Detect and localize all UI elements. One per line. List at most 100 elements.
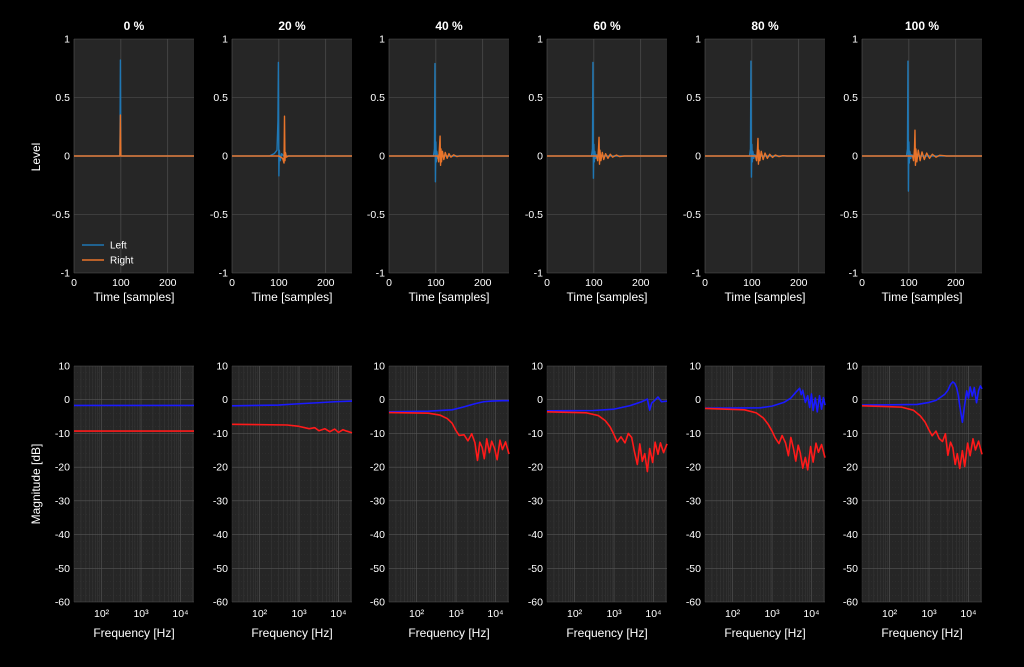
grid [861,365,982,603]
series-left [232,61,352,177]
impulse-panel-1: 0 100 200 -1 -0.5 0 0.5 1 Time [samples] 0 % Left R… [52,19,194,304]
y-tick-label: -60 [528,597,543,609]
y-tick-label: -30 [213,495,228,507]
y-tick-label: -40 [370,529,385,541]
plot-area [547,366,667,602]
x-tick-label: 100 [743,277,761,289]
series-left [546,396,668,412]
y-tick-label: 0 [537,151,543,163]
x-tick-label: 10³ [921,608,937,620]
y-tick-label: -0.5 [840,209,858,221]
y-tick-label: 0 [222,394,228,406]
impulse-panel-4: 0 100 200 -1 -0.5 0 0.5 1 Time [samples] 60 % [525,19,667,304]
y-tick-label: -60 [213,597,228,609]
impulse-panel-5: 0 100 200 -1 -0.5 0 0.5 1 Time [samples] 80 % [683,19,825,304]
y-tick-label: -20 [213,462,228,474]
y-tick-label: 1 [64,34,70,46]
y-tick-label: -20 [686,462,701,474]
y-tick-label: -1 [219,268,228,280]
impulse-panel-2: 0 100 200 -1 -0.5 0 0.5 1 Time [samples] 20 % [210,19,352,304]
x-tick-label: 10⁴ [330,608,346,620]
panel-title: 0 % [124,19,145,33]
y-tick-label: -0.5 [52,209,70,221]
y-tick-label: 0 [695,151,701,163]
y-tick-label: -0.5 [210,209,228,221]
magnitude-ylabel: Magnitude [dB] [29,444,43,525]
y-tick-label: -30 [370,495,385,507]
x-tick-label: 10⁴ [803,608,819,620]
plot-area [74,366,194,602]
plot-area [705,366,825,602]
x-axis-label: Time [samples] [567,290,648,304]
x-tick-label: 100 [112,277,130,289]
y-tick-label: 1 [537,34,543,46]
y-tick-label: -40 [55,529,70,541]
y-tick-label: -1 [849,268,858,280]
legend-label-right: Right [110,256,134,267]
y-tick-label: 0 [222,151,228,163]
series-right [74,114,194,157]
y-tick-label: -30 [55,495,70,507]
y-tick-label: -10 [55,428,70,440]
magnitude-panel-2: 10² 10³ 10⁴ 10 0 -10 -20 -30 -40 -50 -60 Frequency … [213,361,353,640]
panel-title: 80 % [751,19,779,33]
y-tick-label: 0 [537,394,543,406]
series-right [547,136,667,165]
y-tick-label: -1 [534,268,543,280]
y-tick-label: -20 [528,462,543,474]
y-tick-label: -1 [61,268,70,280]
y-tick-label: -0.5 [525,209,543,221]
x-axis-label: Time [samples] [409,290,490,304]
magnitude-panel-6: 10² 10³ 10⁴ 10 0 -10 -20 -30 -40 -50 -60 Frequency … [843,361,983,640]
y-tick-label: -30 [528,495,543,507]
x-tick-label: 10³ [291,608,307,620]
y-tick-label: -50 [843,563,858,575]
y-tick-label: -20 [370,462,385,474]
x-tick-label: 100 [585,277,603,289]
x-tick-label: 200 [474,277,492,289]
panel-title: 60 % [593,19,621,33]
y-tick-label: 0 [852,394,858,406]
x-tick-label: 100 [270,277,288,289]
y-tick-label: -1 [376,268,385,280]
y-tick-label: 0.5 [843,92,858,104]
y-tick-label: 10 [846,361,858,373]
y-tick-label: 0 [695,394,701,406]
x-axis-label: Time [samples] [94,290,175,304]
y-tick-label: -40 [843,529,858,541]
x-tick-label: 0 [702,277,708,289]
series-right [231,423,353,434]
y-tick-label: 0 [64,394,70,406]
x-tick-label: 10³ [448,608,464,620]
y-tick-label: -50 [370,563,385,575]
x-tick-label: 200 [790,277,808,289]
series-right [546,411,668,473]
grid [231,365,352,603]
panel-title: 20 % [278,19,306,33]
y-tick-label: 0.5 [55,92,70,104]
panel-title: 40 % [435,19,463,33]
series-left [861,381,983,424]
x-tick-label: 10² [882,608,898,620]
y-tick-label: 1 [852,34,858,46]
x-axis-label: Frequency [Hz] [408,626,489,640]
x-axis-label: Frequency [Hz] [881,626,962,640]
x-tick-label: 10³ [606,608,622,620]
x-axis-label: Time [samples] [882,290,963,304]
y-tick-label: 1 [222,34,228,46]
grid [546,365,667,603]
y-tick-label: -60 [686,597,701,609]
legend: Left Right [82,241,134,267]
x-tick-label: 0 [859,277,865,289]
y-tick-label: -60 [843,597,858,609]
y-tick-label: -20 [55,462,70,474]
y-tick-label: -60 [370,597,385,609]
x-tick-label: 10² [567,608,583,620]
x-tick-label: 0 [544,277,550,289]
x-axis-label: Frequency [Hz] [724,626,805,640]
y-tick-label: -10 [370,428,385,440]
series-left [704,387,826,413]
x-tick-label: 200 [159,277,177,289]
series-right [705,137,825,165]
